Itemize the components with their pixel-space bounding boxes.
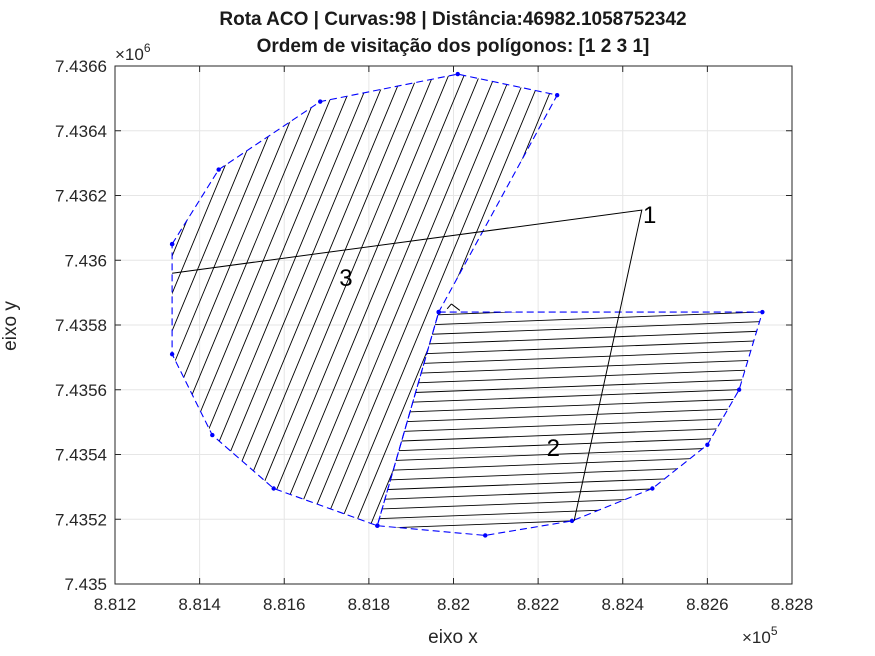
hatch-line	[377, 396, 763, 424]
hatch-line	[377, 406, 763, 434]
hatch-line	[377, 358, 763, 386]
y-tick-label: 7.435	[64, 575, 107, 594]
chart-title: Rota ACO | Curvas:98 | Distância:46982.1…	[219, 9, 686, 30]
x-exponent-power: 5	[771, 624, 778, 638]
y-tick-label: 7.4364	[55, 122, 107, 141]
y-axis-label: eixo y	[0, 301, 21, 351]
y-tick-label: 7.4358	[55, 316, 107, 335]
hatch-line	[283, 74, 500, 526]
hatch-line	[377, 312, 763, 328]
route-start-label: 1	[643, 202, 656, 229]
polygon-3-vertex	[271, 486, 276, 491]
y-tick-label: 7.4362	[55, 187, 107, 206]
hatch-line	[377, 312, 763, 338]
y-tick-label: 7.436	[64, 251, 107, 270]
hatch-line	[377, 319, 763, 347]
x-axis-label: eixo x	[428, 627, 478, 648]
hatch-line	[377, 454, 763, 482]
hatch-line	[299, 74, 515, 526]
x-tick-label: 8.826	[686, 595, 729, 614]
polygon-2-vertex	[760, 309, 765, 315]
polygon-2-vertex	[705, 442, 710, 447]
polygon-2-vertex	[650, 486, 655, 491]
polygon-2-edge	[376, 311, 764, 536]
hatch-line	[377, 329, 763, 357]
x-tick-label: 8.816	[263, 595, 306, 614]
hatch-line	[172, 74, 345, 526]
hatch-line	[268, 74, 484, 526]
y-exponent-base: ×10	[115, 45, 144, 64]
polygon-3-vertex	[455, 71, 460, 77]
axis-ticks: 8.812 8.814 8.816 8.818 8.82 8.822 8.824 8.826 8…	[55, 57, 813, 614]
y-tick-label: 7.4354	[55, 446, 107, 465]
polygon-2-vertex	[483, 533, 488, 538]
polygon-2-label: 2	[547, 435, 560, 462]
polygon-2-vertex	[569, 518, 575, 524]
transition-segment	[446, 303, 452, 310]
polygon-3-vertex	[169, 351, 175, 357]
hatch-line	[377, 377, 763, 405]
y-tick-label: 7.4356	[55, 381, 107, 400]
hatch-line	[172, 74, 298, 526]
y-exponent-label: ×106	[115, 41, 151, 64]
route-line	[172, 209, 643, 522]
hatch-line	[377, 425, 763, 453]
x-exponent-base: ×10	[742, 628, 771, 647]
polygon-3-vertex	[318, 99, 323, 104]
polygon-3-vertex	[210, 432, 215, 438]
chart-subtitle: Ordem de visitação dos polígonos: [1 2 3…	[257, 36, 650, 57]
x-tick-label: 8.828	[771, 595, 814, 614]
hatch-line	[377, 348, 763, 376]
x-tick-label: 8.818	[348, 595, 391, 614]
y-tick-label: 7.4352	[55, 510, 107, 529]
x-tick-label: 8.82	[437, 595, 470, 614]
hatch-line	[377, 387, 763, 415]
hatch-line	[377, 339, 763, 367]
y-tick-label: 7.4366	[55, 57, 107, 76]
polygon-2-vertex	[736, 387, 742, 392]
polygon-2-vertex	[375, 523, 380, 528]
polygon-3-vertex	[169, 241, 175, 247]
hatch-line	[377, 435, 763, 463]
hatch-line	[172, 74, 283, 526]
polygon-3-label: 3	[339, 265, 352, 292]
polygon-2-vertex	[436, 309, 441, 315]
x-tick-label: 8.824	[601, 595, 644, 614]
x-tick-label: 8.822	[517, 595, 560, 614]
polygon-3-vertex	[554, 92, 560, 98]
x-exponent-label: ×105	[742, 624, 778, 647]
hatch-line	[172, 74, 314, 526]
hatch-line	[377, 415, 763, 443]
hatch-line	[172, 74, 329, 526]
transition-segment	[451, 303, 461, 311]
hatch-line	[377, 444, 763, 472]
hatch-line	[314, 74, 531, 526]
x-tick-label: 8.812	[94, 595, 137, 614]
hatch-line	[377, 367, 763, 395]
polygon-3-vertex	[216, 167, 221, 172]
y-exponent-power: 6	[144, 41, 151, 55]
polygon-2-hatch	[377, 312, 763, 536]
x-tick-label: 8.814	[178, 595, 221, 614]
